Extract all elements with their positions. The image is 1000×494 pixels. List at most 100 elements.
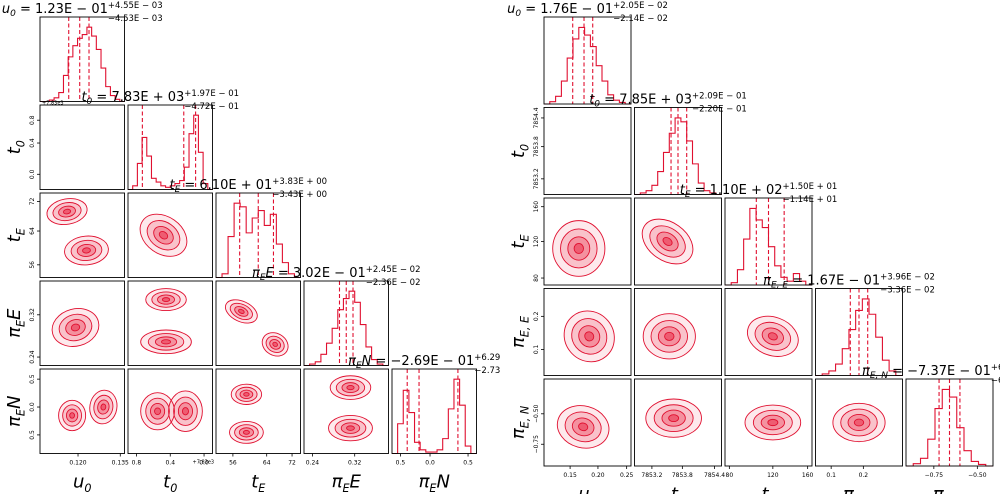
y-axis-label: πE, E bbox=[508, 315, 532, 348]
contour-panel: 56 64 72 bbox=[215, 368, 301, 467]
panel-title: u0 = 1.76E − 01+2.05E − 02 bbox=[507, 1, 668, 19]
contour-level bbox=[662, 237, 673, 246]
panel-title-lower-error: −2.73 bbox=[474, 366, 500, 376]
panel-title-lower-error: −3.43E + 00 bbox=[272, 190, 327, 200]
x-tick-label: 0.1 bbox=[826, 472, 836, 479]
contour-panel: 72 64 56 bbox=[29, 192, 125, 278]
panel-title: πEN = −2.69E − 01+6.29 bbox=[348, 353, 500, 371]
contour-group bbox=[58, 399, 87, 432]
x-axis-label: tE bbox=[251, 472, 266, 494]
x-tick-label: 0.5 bbox=[463, 460, 473, 467]
contour-level bbox=[150, 402, 166, 420]
panel-title-lower-error: −6.31 bbox=[991, 376, 1000, 386]
y-tick-label: 0.4 bbox=[29, 138, 36, 148]
x-tick-label: −0.75 bbox=[925, 472, 944, 479]
contour-group bbox=[64, 235, 109, 266]
contour-level bbox=[653, 404, 694, 432]
y-axis-label: tE bbox=[4, 227, 28, 242]
contour-level bbox=[69, 412, 75, 419]
histogram-panel: −0.75 −0.50 bbox=[905, 378, 994, 479]
contour-level bbox=[668, 414, 680, 423]
contour-level bbox=[139, 213, 188, 257]
contour-group bbox=[145, 288, 187, 312]
histogram-step-line bbox=[392, 378, 477, 455]
contour-level bbox=[265, 335, 285, 353]
panel-frame bbox=[543, 16, 632, 105]
x-tick-label: 0.120 bbox=[69, 460, 86, 467]
x-tick-label: 0.2 bbox=[859, 472, 869, 479]
y-tick-label: 120 bbox=[533, 236, 540, 248]
contour-group bbox=[563, 310, 615, 363]
x-tick-label: 0.24 bbox=[306, 460, 320, 467]
panel-frame bbox=[39, 192, 125, 278]
x-tick-label: 72 bbox=[288, 460, 296, 467]
contour-group bbox=[51, 308, 100, 347]
contour-group bbox=[224, 299, 258, 324]
contour-group bbox=[744, 404, 802, 441]
panel-frame bbox=[634, 378, 722, 467]
panel-frame bbox=[724, 197, 813, 286]
x-tick-label: 0.135 bbox=[112, 460, 129, 467]
contour-panel bbox=[634, 197, 722, 286]
histogram-step-line bbox=[128, 114, 213, 191]
y-tick-label: 56 bbox=[29, 261, 36, 269]
panel-frame bbox=[303, 368, 389, 454]
contour-level bbox=[556, 405, 610, 449]
x-tick-label: 80 bbox=[726, 472, 734, 479]
y-tick-label: 0.0 bbox=[29, 402, 36, 412]
panel-frame bbox=[39, 104, 125, 190]
contour-level bbox=[334, 418, 367, 438]
y-tick-label: 80 bbox=[533, 274, 540, 282]
contour-level bbox=[70, 239, 103, 262]
panel-frame bbox=[127, 192, 213, 278]
y-tick-label: 7854.4 bbox=[533, 107, 540, 128]
y-axis-label: tE bbox=[508, 234, 532, 249]
contour-panel: 0.2 0.1 bbox=[533, 288, 632, 376]
contour-level bbox=[161, 297, 171, 303]
contour-level bbox=[578, 422, 589, 432]
histogram-panel bbox=[215, 192, 301, 279]
contour-level bbox=[238, 427, 254, 438]
contour-level bbox=[571, 417, 595, 437]
offset-label: +7.83e3 bbox=[42, 101, 64, 107]
panel-frame bbox=[543, 378, 632, 467]
corner-plot-1: u0 = 1.23E − 01+4.55E − 03−4.53E − 03 0.8… bbox=[2, 1, 501, 494]
contour-level bbox=[853, 418, 865, 427]
contour-level bbox=[147, 333, 185, 351]
contour-level bbox=[62, 208, 72, 215]
x-tick-label: 7853.2 bbox=[641, 472, 662, 479]
x-axis-label: u0 bbox=[73, 472, 92, 494]
panel-frame bbox=[724, 288, 813, 376]
contour-level bbox=[767, 418, 779, 427]
contour-level bbox=[560, 228, 598, 269]
contour-level bbox=[641, 218, 694, 265]
x-tick-label: 0.25 bbox=[620, 472, 634, 479]
panel-frame bbox=[39, 16, 125, 102]
x-axis-label: t0 bbox=[671, 484, 685, 494]
contour-group bbox=[832, 402, 886, 443]
contour-panel: 0.120 0.135 0.5 0.0 0.5 bbox=[29, 368, 129, 467]
contour-level bbox=[335, 378, 366, 397]
panel-title-lower-error: −4.53E − 03 bbox=[108, 14, 163, 24]
x-tick-label: 0.4 bbox=[165, 460, 175, 467]
contour-panel: 7853.2 7853.8 7854.4 bbox=[634, 378, 725, 479]
y-tick-label: 0.5 bbox=[29, 374, 36, 384]
contour-level bbox=[847, 414, 871, 431]
histogram-panel bbox=[543, 16, 632, 105]
contour-level bbox=[154, 407, 162, 416]
contour-level bbox=[238, 308, 245, 314]
y-axis-label: πEE bbox=[4, 308, 28, 338]
contour-level bbox=[760, 414, 785, 431]
panel-title: πEE = 3.02E − 01+2.45E − 02 bbox=[252, 265, 421, 283]
contour-level bbox=[46, 198, 88, 226]
contour-panel bbox=[127, 192, 213, 278]
contour-level bbox=[70, 323, 81, 332]
contour-level bbox=[65, 319, 86, 336]
contour-level bbox=[224, 299, 258, 324]
panel-frame bbox=[543, 107, 632, 195]
histogram-panel bbox=[634, 107, 722, 196]
contour-panel bbox=[127, 280, 213, 366]
contour-level bbox=[181, 407, 189, 416]
panel-frame bbox=[127, 280, 213, 366]
panel-title: πE, N = −7.37E − 01+6.27 bbox=[862, 363, 1000, 381]
